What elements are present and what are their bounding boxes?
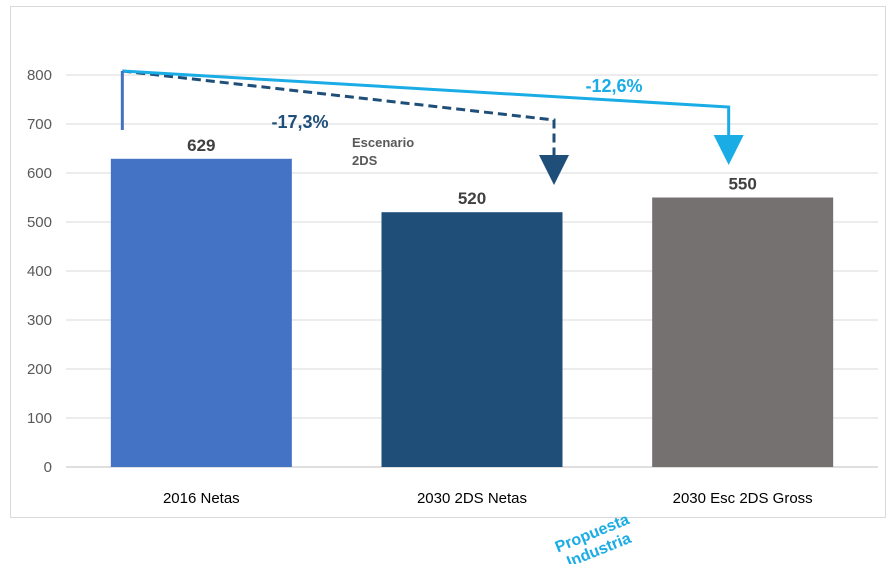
y-tick-label: 600 bbox=[27, 165, 52, 182]
bars: 629 520 550 bbox=[110, 136, 834, 468]
change-arrow-2ds bbox=[122, 69, 569, 185]
bar-value-label: 550 bbox=[728, 175, 756, 194]
x-tick-label: 2030 Esc 2DS Gross bbox=[673, 490, 813, 507]
bar-value-label: 520 bbox=[458, 189, 486, 208]
proposal-note: Propuesta Industria bbox=[553, 511, 634, 564]
change-label-2ds: -17,3% bbox=[271, 112, 328, 132]
scenario-note-line2: 2DS bbox=[352, 153, 378, 168]
change-arrow-gross bbox=[122, 69, 744, 165]
bar bbox=[381, 212, 563, 467]
y-tick-label: 500 bbox=[27, 214, 52, 231]
y-tick-label: 100 bbox=[27, 410, 52, 427]
x-tick-label: 2016 Netas bbox=[163, 490, 240, 507]
y-tick-label: 700 bbox=[27, 116, 52, 133]
annotations: -17,3% -12,6% Escenario 2DS Propuesta In… bbox=[120, 69, 744, 564]
y-tick-label: 400 bbox=[27, 263, 52, 280]
bar bbox=[110, 158, 292, 468]
chart-frame bbox=[10, 6, 886, 518]
y-tick-label: 200 bbox=[27, 361, 52, 378]
scenario-note-line1: Escenario bbox=[352, 135, 414, 150]
y-tick-label: 0 bbox=[44, 459, 52, 476]
x-axis: 2016 Netas 2030 2DS Netas 2030 Esc 2DS Gro… bbox=[163, 490, 813, 507]
x-tick-label: 2030 2DS Netas bbox=[417, 490, 527, 507]
change-label-gross: -12,6% bbox=[585, 76, 642, 96]
y-tick-label: 800 bbox=[27, 67, 52, 84]
bar-value-label: 629 bbox=[187, 136, 215, 155]
bar bbox=[652, 197, 834, 467]
y-tick-label: 300 bbox=[27, 312, 52, 329]
